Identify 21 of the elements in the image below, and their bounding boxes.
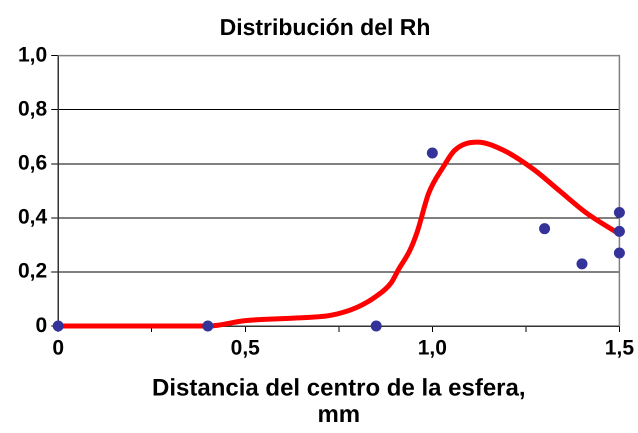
point bbox=[202, 320, 214, 332]
y-tick-label: 0,8 bbox=[18, 97, 48, 120]
y-tick-label: 0,2 bbox=[18, 260, 48, 283]
point bbox=[576, 258, 588, 270]
x-tick-label: 0 bbox=[52, 336, 64, 360]
point bbox=[426, 147, 438, 158]
y-tick-label: 0,6 bbox=[18, 152, 48, 175]
y-tick-label: 0 bbox=[36, 314, 48, 337]
point bbox=[52, 320, 64, 332]
x-tick-label: 0,5 bbox=[230, 336, 260, 360]
point bbox=[614, 248, 625, 259]
x-tick-label: 1,5 bbox=[604, 336, 634, 360]
x-axis-title: Distancia del centro de la esfera, mm bbox=[152, 374, 526, 428]
point bbox=[539, 223, 550, 234]
point bbox=[370, 320, 382, 332]
y-tick-label: 1,0 bbox=[18, 43, 48, 66]
point bbox=[614, 206, 625, 218]
chart-title: Distribución del Rh bbox=[220, 14, 430, 40]
point bbox=[614, 226, 625, 237]
x-tick-label: 1,0 bbox=[418, 336, 447, 360]
y-tick-label: 0,4 bbox=[18, 206, 48, 229]
